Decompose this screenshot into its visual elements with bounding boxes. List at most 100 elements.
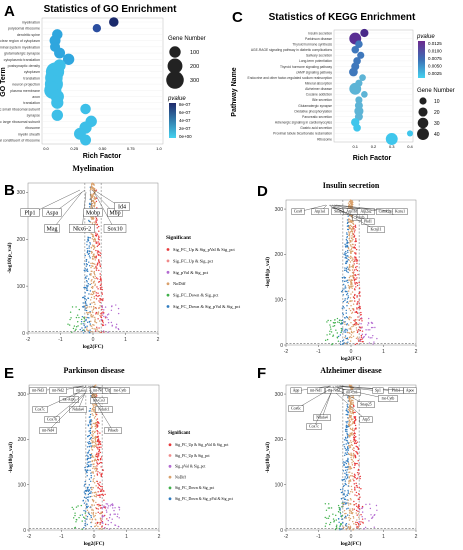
- volcano-point: [354, 486, 356, 489]
- volcano-point: [94, 284, 96, 287]
- volcano-point: [93, 492, 96, 494]
- volcano-point: [89, 250, 91, 253]
- volcano-point: [104, 493, 106, 496]
- gene-labels: App mt-Nd1 mt-Nd2Cox6cmt-Co1Ndufa4Cox7cSna…: [288, 385, 417, 430]
- color-legend-label: 0.0075: [428, 56, 442, 61]
- volcano-point: [95, 217, 98, 220]
- gene-label-box: [32, 406, 48, 413]
- volcano-point: [90, 439, 93, 441]
- gene-label-box: [306, 423, 322, 430]
- volcano-point: [349, 309, 352, 312]
- volcano-point: [351, 472, 353, 475]
- volcano-point: [351, 385, 353, 387]
- volcano-point: [345, 512, 347, 515]
- volcano-title: Alzheimer disease: [320, 366, 382, 375]
- size-legend-dot: [417, 128, 429, 140]
- volcano-point: [100, 466, 102, 468]
- panel-c-xlabel: Rich Factor: [353, 155, 392, 162]
- volcano-point: [92, 201, 95, 203]
- go-term-label: cytoplasm: [24, 70, 40, 74]
- volcano-point: [99, 451, 102, 454]
- volcano-point: [95, 219, 97, 221]
- volcano-point: [342, 294, 345, 296]
- volcano-point: [348, 225, 350, 227]
- volcano-point: [352, 226, 354, 229]
- volcano-point: [86, 289, 89, 291]
- volcano-point: [83, 502, 86, 504]
- volcano-point: [372, 343, 374, 345]
- volcano-point: [349, 432, 351, 435]
- volcano-point: [85, 515, 87, 517]
- volcano-point: [354, 488, 356, 490]
- volcano-point: [86, 470, 88, 472]
- kegg-dot: [349, 67, 358, 77]
- volcano-point: [344, 285, 347, 287]
- volcano-point: [82, 323, 84, 325]
- volcano-point: [92, 406, 95, 408]
- volcano-point: [345, 449, 348, 451]
- volcano-point: [90, 463, 92, 466]
- volcano-point: [355, 337, 358, 340]
- volcano-point: [353, 231, 356, 233]
- volcano-point: [347, 425, 349, 428]
- gene-label: Prkacb: [108, 429, 119, 433]
- volcano-point: [97, 312, 99, 315]
- volcano-point: [353, 294, 356, 297]
- volcano-point: [86, 247, 88, 250]
- volcano-point: [86, 287, 88, 290]
- volcano-point: [350, 286, 352, 288]
- volcano-point: [352, 243, 354, 246]
- volcano-point: [356, 331, 359, 334]
- volcano-point: [330, 507, 333, 509]
- volcano-point: [346, 317, 349, 319]
- volcano-point: [353, 483, 355, 485]
- volcano-xtick-label: -1: [316, 534, 321, 540]
- volcano-point: [353, 438, 355, 441]
- volcano-point: [337, 340, 340, 342]
- volcano-point: [357, 448, 360, 451]
- volcano-point: [355, 327, 358, 329]
- volcano-point: [87, 425, 90, 427]
- volcano-point: [350, 424, 352, 426]
- volcano-point: [85, 318, 87, 321]
- volcano-point: [86, 284, 88, 287]
- volcano-point: [349, 508, 351, 510]
- volcano-point: [361, 516, 363, 518]
- volcano-point: [341, 340, 344, 342]
- volcano-point: [348, 482, 350, 485]
- volcano-point: [114, 507, 116, 509]
- volcano-point: [370, 517, 373, 520]
- volcano-point: [95, 295, 97, 297]
- volcano-point: [340, 331, 342, 334]
- panel-a-dots: [44, 17, 119, 146]
- gene-label-box: [29, 387, 47, 394]
- volcano-point: [92, 512, 94, 515]
- volcano-point: [93, 240, 95, 243]
- panel-c-color-legend-title: pvalue: [416, 34, 435, 40]
- volcano-point: [349, 404, 351, 407]
- volcano-point: [84, 483, 86, 486]
- volcano-point: [88, 261, 90, 263]
- volcano-point: [356, 295, 358, 297]
- legend-swatch: [166, 282, 170, 286]
- gene-label-box: [114, 202, 130, 211]
- volcano-point: [101, 288, 103, 291]
- volcano-point: [351, 464, 354, 466]
- volcano-point: [341, 479, 343, 481]
- volcano-point: [103, 490, 105, 492]
- volcano-point: [83, 297, 86, 299]
- volcano-point: [94, 514, 96, 517]
- volcano-point: [90, 206, 92, 208]
- volcano-point: [351, 325, 353, 328]
- volcano-point: [95, 197, 98, 199]
- volcano-point: [348, 234, 351, 236]
- volcano-point: [350, 454, 353, 457]
- volcano-point: [339, 513, 342, 515]
- volcano-point: [84, 469, 86, 471]
- volcano-point: [352, 303, 355, 305]
- kegg-term-label: Thyroid hormone signaling pathway: [280, 65, 332, 69]
- gene-label-box: [313, 414, 331, 421]
- volcano-point: [84, 466, 86, 469]
- volcano-point: [92, 471, 94, 473]
